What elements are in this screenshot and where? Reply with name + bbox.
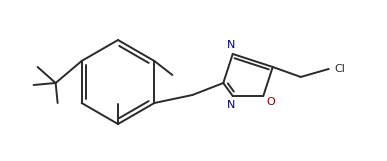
Text: N: N xyxy=(226,100,235,110)
Text: O: O xyxy=(266,97,275,107)
Text: N: N xyxy=(226,40,235,50)
Text: Cl: Cl xyxy=(334,64,345,74)
